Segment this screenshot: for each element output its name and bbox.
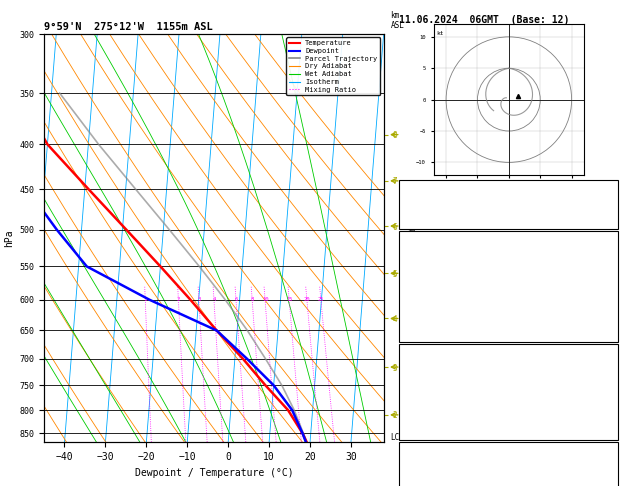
Text: 8: 8 xyxy=(610,468,616,476)
Text: K: K xyxy=(402,190,408,199)
Text: 19: 19 xyxy=(605,272,616,281)
Text: 141: 141 xyxy=(599,319,616,328)
Text: 8: 8 xyxy=(250,297,253,302)
Text: θₑ (K): θₑ (K) xyxy=(402,385,434,394)
Text: Lifted Index: Lifted Index xyxy=(402,401,467,410)
Text: 348: 348 xyxy=(599,385,616,394)
Text: Surface: Surface xyxy=(490,241,528,250)
Text: 9°59'N  275°12'W  1155m ASL: 9°59'N 275°12'W 1155m ASL xyxy=(44,22,213,32)
Text: 1: 1 xyxy=(610,334,616,343)
Text: km
ASL: km ASL xyxy=(391,11,404,30)
Text: Lifted Index: Lifted Index xyxy=(402,303,467,312)
Text: 2: 2 xyxy=(177,297,180,302)
Text: 43: 43 xyxy=(605,206,616,214)
Text: θₑ(K): θₑ(K) xyxy=(402,288,429,296)
Text: 20: 20 xyxy=(304,297,310,302)
Text: CAPE (J): CAPE (J) xyxy=(402,319,445,328)
Text: 10: 10 xyxy=(262,297,269,302)
Text: 15: 15 xyxy=(286,297,292,302)
Y-axis label: Mixing Ratio (g/kg): Mixing Ratio (g/kg) xyxy=(405,191,414,286)
Text: Dewp (°C): Dewp (°C) xyxy=(402,272,450,281)
Text: 19.2: 19.2 xyxy=(594,257,616,265)
Text: 1: 1 xyxy=(143,297,147,302)
Text: 11.06.2024  06GMT  (Base: 12): 11.06.2024 06GMT (Base: 12) xyxy=(399,15,570,25)
Text: Pressure (mb): Pressure (mb) xyxy=(402,370,472,379)
Text: CAPE (J): CAPE (J) xyxy=(402,417,445,425)
Text: 141: 141 xyxy=(599,417,616,425)
Text: kt: kt xyxy=(437,31,444,35)
Text: 886: 886 xyxy=(599,370,616,379)
Text: © weatheronline.co.uk: © weatheronline.co.uk xyxy=(399,472,496,481)
Text: -0: -0 xyxy=(605,401,616,410)
Text: 25: 25 xyxy=(318,297,324,302)
Text: Hodograph: Hodograph xyxy=(485,452,533,461)
Text: 348: 348 xyxy=(599,288,616,296)
X-axis label: Dewpoint / Temperature (°C): Dewpoint / Temperature (°C) xyxy=(135,468,293,478)
Text: -0: -0 xyxy=(605,303,616,312)
Text: 1: 1 xyxy=(610,432,616,441)
Text: LCL: LCL xyxy=(391,433,404,442)
Text: Most Unstable: Most Unstable xyxy=(474,354,544,363)
Legend: Temperature, Dewpoint, Parcel Trajectory, Dry Adiabat, Wet Adiabat, Isotherm, Mi: Temperature, Dewpoint, Parcel Trajectory… xyxy=(286,37,380,95)
Text: PW (cm): PW (cm) xyxy=(402,221,440,230)
Text: Temp (°C): Temp (°C) xyxy=(402,257,450,265)
Text: 6: 6 xyxy=(235,297,238,302)
Text: EH: EH xyxy=(402,468,413,476)
Text: Totals Totals: Totals Totals xyxy=(402,206,472,214)
Text: CIN (J): CIN (J) xyxy=(402,334,440,343)
Text: 4.3: 4.3 xyxy=(599,221,616,230)
Y-axis label: hPa: hPa xyxy=(4,229,14,247)
Text: 3: 3 xyxy=(198,297,201,302)
Text: 8: 8 xyxy=(610,483,616,486)
Text: 4: 4 xyxy=(213,297,216,302)
Text: SREH: SREH xyxy=(402,483,423,486)
Text: CIN (J): CIN (J) xyxy=(402,432,440,441)
Text: 38: 38 xyxy=(605,190,616,199)
